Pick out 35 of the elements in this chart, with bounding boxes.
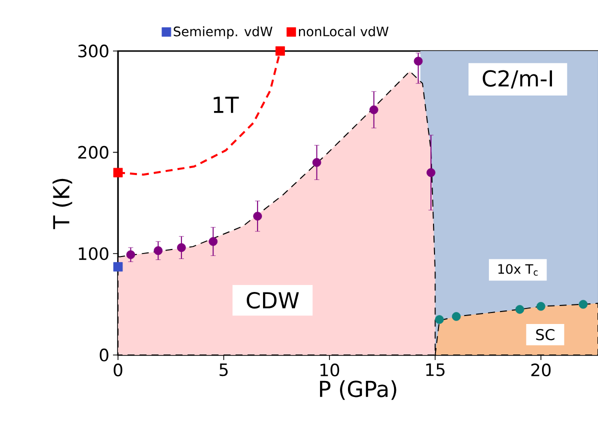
annotation: C2/m-I <box>482 70 552 88</box>
y-tick-label: 100 <box>78 247 108 260</box>
annotation: 10x T$_{c}$ <box>498 264 538 276</box>
point <box>113 168 123 178</box>
point <box>126 250 136 260</box>
point <box>275 46 285 56</box>
point <box>312 158 322 167</box>
annotation: 1T <box>214 96 239 113</box>
point <box>414 56 423 66</box>
y-axis-title: T (K) <box>52 178 72 230</box>
x-tick-label: 15 <box>426 364 445 376</box>
x-tick-label: 5 <box>220 364 228 376</box>
point <box>452 312 461 321</box>
point <box>369 105 378 114</box>
point <box>253 212 262 221</box>
point <box>578 300 588 309</box>
annotation: CDW <box>246 292 299 309</box>
point <box>177 243 186 252</box>
legend-label: nonLocal vdW <box>298 26 388 36</box>
point <box>208 237 218 246</box>
x-tick-label: 10 <box>320 364 340 376</box>
legend-label: Semiemp. vdW <box>174 26 272 39</box>
point <box>426 168 436 177</box>
y-tick-label: 0 <box>100 348 108 362</box>
point <box>435 315 444 324</box>
point <box>515 304 524 314</box>
point <box>113 262 123 272</box>
y-tick-label: 300 <box>78 44 108 58</box>
y-tick-label: 200 <box>78 146 108 159</box>
point <box>154 246 163 256</box>
point <box>536 302 546 311</box>
x-tick-label: 0 <box>114 364 122 376</box>
x-tick-label: 20 <box>531 364 551 376</box>
annotation: SC <box>536 328 554 340</box>
x-axis-title: P (GPa) <box>320 380 396 400</box>
